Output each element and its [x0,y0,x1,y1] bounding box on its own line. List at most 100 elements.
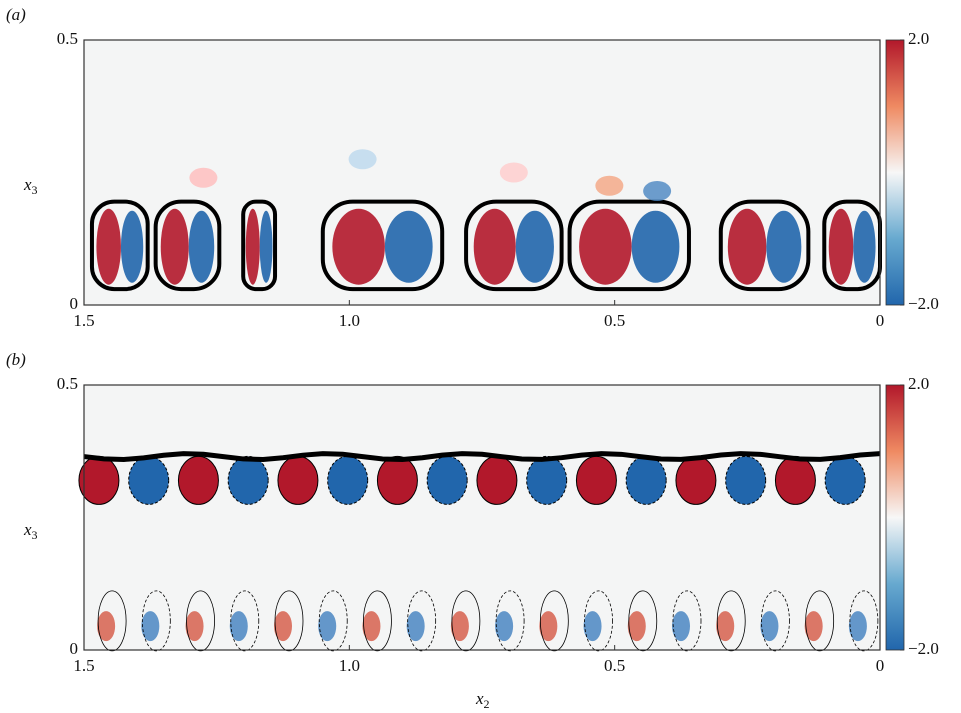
plot-frame [83,39,881,306]
contour [805,590,835,652]
weak-patch [595,175,624,196]
vortex-red [575,455,617,505]
colorbar-tick-label: 2.0 [908,29,929,48]
x-tick-label: 1.0 [339,656,360,675]
cell-outline [320,199,445,292]
colorbar-tick-label: 2.0 [908,374,929,393]
vortex-blue [672,611,690,642]
y-tick-label: 0 [70,639,79,658]
vortex-red [78,455,120,505]
contour [716,590,746,652]
vortex-blue [229,611,248,642]
weak-patch [643,181,672,202]
vortex-blue [515,210,554,283]
x-tick-label: 0 [876,311,885,330]
contour [363,590,392,652]
vortex-blue [259,210,273,283]
vortex-red [716,611,735,642]
y-tick-label: 0.5 [57,374,78,393]
vortex-blue [120,210,144,283]
vortex-red [277,455,319,505]
x-tick-label: 1.5 [73,311,94,330]
colorbar-tick-label: −2.0 [908,294,939,313]
vortex-red [774,455,816,505]
colorbar [885,384,905,651]
contour [230,590,260,652]
contour [318,590,348,652]
contour [451,590,481,652]
vortex-red [804,611,823,642]
vortex-blue [631,210,680,283]
x-tick-label: 0.5 [604,656,625,675]
contour [761,590,790,652]
vortex-blue [824,455,866,505]
x-tick-label: 1.5 [73,656,94,675]
cell-outline [153,199,222,292]
y-tick-label: 0.5 [57,29,78,48]
vortex-red [450,611,469,642]
weak-patch [189,167,218,188]
vortex-blue [384,210,433,283]
vortex-red [473,208,516,285]
vortex-blue [426,455,468,505]
contour [407,590,437,652]
contour [495,590,525,652]
x-tick-label: 1.0 [339,311,360,330]
y-axis-label: x3 [23,520,38,542]
vortex-red [828,208,854,285]
contour [141,590,171,652]
vortex-red [185,611,204,642]
cell-outline [89,199,150,292]
vortex-red [675,455,717,505]
plot-background [84,385,880,650]
vortex-blue [526,455,568,505]
vortex-red [376,455,418,505]
vortex-red [539,611,558,642]
vortex-red [245,208,260,285]
y-axis-label: x3 [23,175,38,197]
contour [584,590,613,652]
vortex-red [727,208,767,285]
vortex-blue [327,455,369,505]
colorbar [885,39,905,306]
vortex-blue [227,455,269,505]
vortex-blue [318,611,337,642]
plot-frame [83,384,881,651]
vortex-blue [141,611,160,642]
x-axis-label: x2 [475,689,490,711]
vortex-blue [128,455,170,505]
x-tick-label: 0.5 [604,311,625,330]
weak-patch [348,149,377,170]
vortex-red [96,208,121,285]
contour [849,590,879,652]
vortex-blue [625,455,667,505]
vortex-blue [188,210,215,283]
vortex-blue [848,611,867,642]
vortex-red [627,611,646,642]
contour [628,590,658,652]
vortex-blue [760,611,779,642]
contour [97,590,127,652]
cell-outline [464,199,564,292]
vortex-red [362,611,381,642]
vortex-red [97,611,116,642]
cell-outline [718,199,811,292]
contour [672,590,702,652]
vortex-blue [583,611,602,642]
vortex-blue [495,611,514,642]
vortex-red [274,611,292,642]
vortex-blue [766,210,802,283]
vortex-red [476,455,518,505]
vortex-red [579,208,632,285]
vortex-blue [406,611,425,642]
cell-outline [567,199,691,292]
x-tick-label: 0 [876,656,885,675]
colorbar-tick-label: −2.0 [908,639,939,658]
contour [539,590,569,652]
contour [274,590,304,652]
interface-line [83,451,881,462]
vortex-blue [853,210,876,283]
contour [186,590,215,652]
vortex-red [177,455,219,505]
